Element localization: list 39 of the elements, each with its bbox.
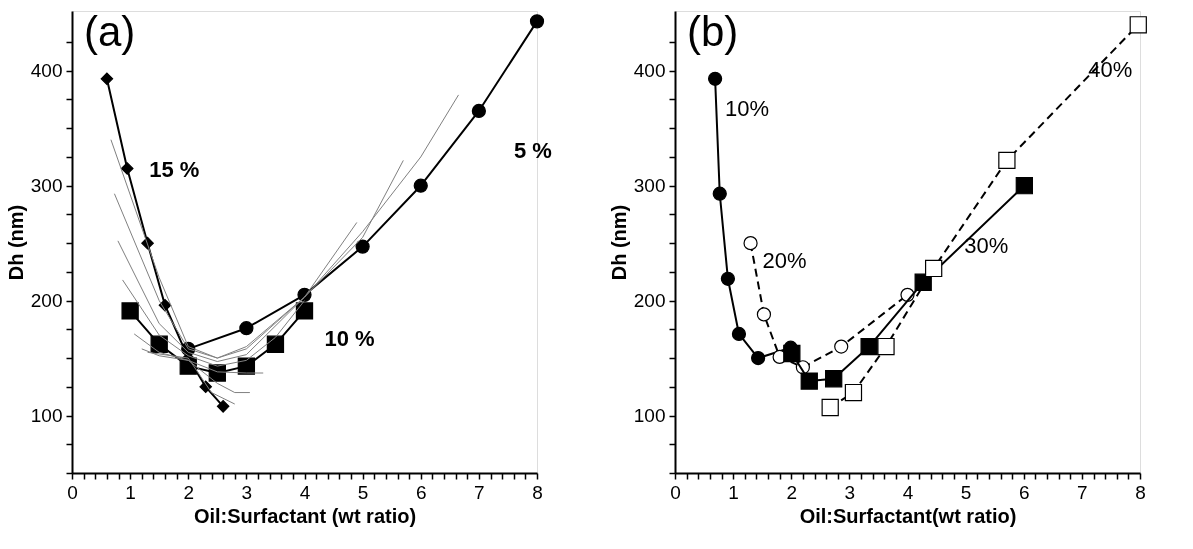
x-tick-label: 2 [786,481,798,503]
y-tick-label: 300 [30,175,63,197]
x-tick-label: 8 [532,481,543,503]
x-tick-label: 0 [67,481,78,503]
x-tick-label: 6 [415,481,427,503]
x-tick-label: 1 [125,481,136,503]
y-axis-title: Dh (nm) [607,204,630,281]
x-tick-label: 7 [1077,481,1088,503]
series-label: 40% [1088,56,1133,82]
y-tick-label: 400 [30,60,63,82]
x-tick-label: 0 [670,481,681,503]
series-label: 5 % [513,137,552,163]
x-tick-label: 6 [1018,481,1030,503]
x-axis-title: Oil:Surfactant (wt ratio) [193,504,417,527]
series-label: 30% [964,232,1009,258]
series-label: 10% [725,95,770,121]
y-tick-label: 400 [633,60,666,82]
y-axis-title: Dh (nm) [4,204,27,281]
annotation: (a) [84,8,136,55]
annotation: (b) [687,8,739,55]
x-tick-label: 2 [183,481,195,503]
x-tick-label: 4 [902,481,914,503]
x-tick-label: 5 [357,481,369,503]
x-tick-label: 7 [474,481,485,503]
y-tick-label: 200 [30,290,63,312]
x-tick-label: 8 [1135,481,1146,503]
series-label: 15 % [149,157,200,183]
x-tick-label: 4 [299,481,311,503]
x-tick-label: 3 [844,481,856,503]
x-axis-title: Oil:Surfactant(wt ratio) [799,504,1017,527]
y-tick-label: 300 [633,175,666,197]
series-label: 20% [762,248,807,274]
series-label: 10 % [324,325,375,351]
y-tick-label: 200 [633,290,666,312]
x-tick-label: 3 [241,481,253,503]
y-tick-label: 100 [633,405,666,427]
x-tick-label: 5 [960,481,972,503]
x-tick-label: 1 [728,481,739,503]
y-tick-label: 100 [30,405,63,427]
